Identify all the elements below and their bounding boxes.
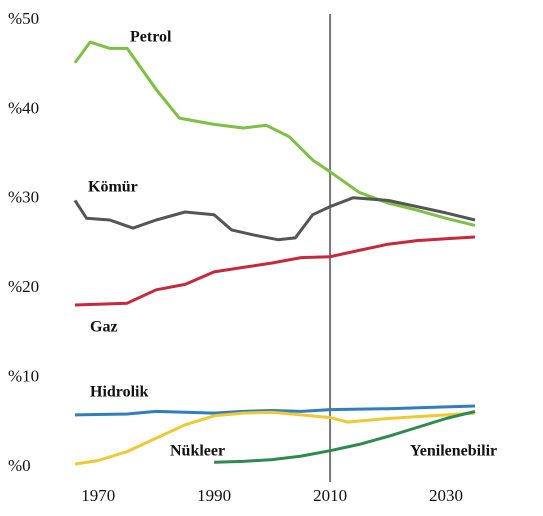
series-label: Hidrolik — [90, 384, 148, 401]
y-tick-label: %30 — [8, 188, 39, 207]
series-line — [74, 410, 476, 466]
y-tick-label: %40 — [8, 98, 39, 117]
x-tick-label: 1970 — [81, 486, 115, 505]
x-tick-label: 2010 — [313, 486, 347, 505]
series-label: Nükleer — [170, 443, 225, 460]
series-line — [74, 404, 476, 417]
series-line — [73, 196, 476, 242]
series-line — [74, 235, 476, 307]
y-tick-label: %0 — [8, 456, 31, 475]
x-tick-label: 1990 — [197, 486, 231, 505]
series-label: Gaz — [90, 319, 118, 336]
series-label: Kömür — [88, 179, 138, 196]
series-label: Yenilenebilir — [410, 443, 497, 460]
y-tick-label: %20 — [8, 277, 39, 296]
series-line — [73, 40, 476, 227]
x-tick-label: 2030 — [429, 486, 463, 505]
series-label: Petrol — [130, 29, 172, 46]
y-tick-label: %50 — [8, 9, 39, 28]
y-tick-label: %10 — [8, 367, 39, 386]
series-line — [214, 409, 476, 464]
